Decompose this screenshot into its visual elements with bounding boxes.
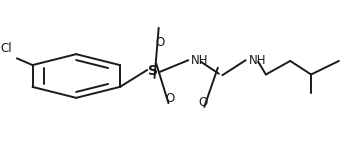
- Text: NH: NH: [249, 54, 266, 67]
- Text: O: O: [166, 92, 175, 105]
- Text: O: O: [155, 36, 165, 49]
- Text: NH: NH: [191, 54, 209, 67]
- Text: S: S: [148, 64, 158, 78]
- Text: Cl: Cl: [0, 42, 12, 55]
- Text: O: O: [199, 96, 208, 109]
